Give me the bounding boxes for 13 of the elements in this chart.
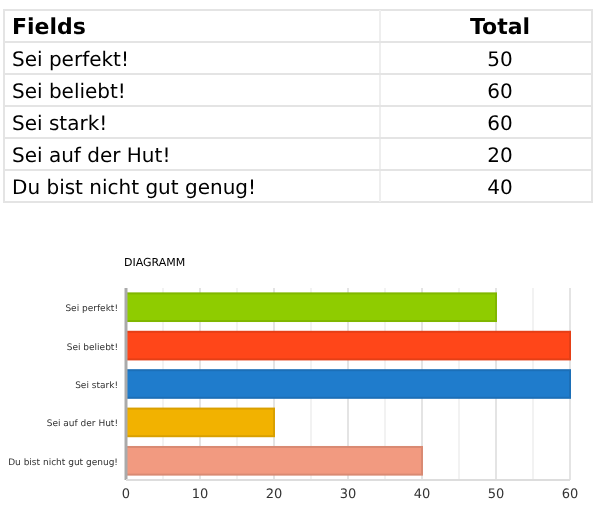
data-label: 60 <box>487 114 513 136</box>
bar <box>125 330 571 361</box>
data-label: 40 <box>487 178 513 200</box>
text: Total <box>469 14 531 40</box>
data-label: 50 <box>487 50 513 72</box>
bar <box>125 407 275 438</box>
category-label: Du bist nicht gut genug! <box>12 178 257 200</box>
text: Fields <box>12 14 87 40</box>
data-label: 20 <box>487 146 513 168</box>
data-label: 60 <box>487 82 513 104</box>
bar <box>125 445 423 476</box>
bar <box>125 292 497 323</box>
bar <box>125 369 571 399</box>
